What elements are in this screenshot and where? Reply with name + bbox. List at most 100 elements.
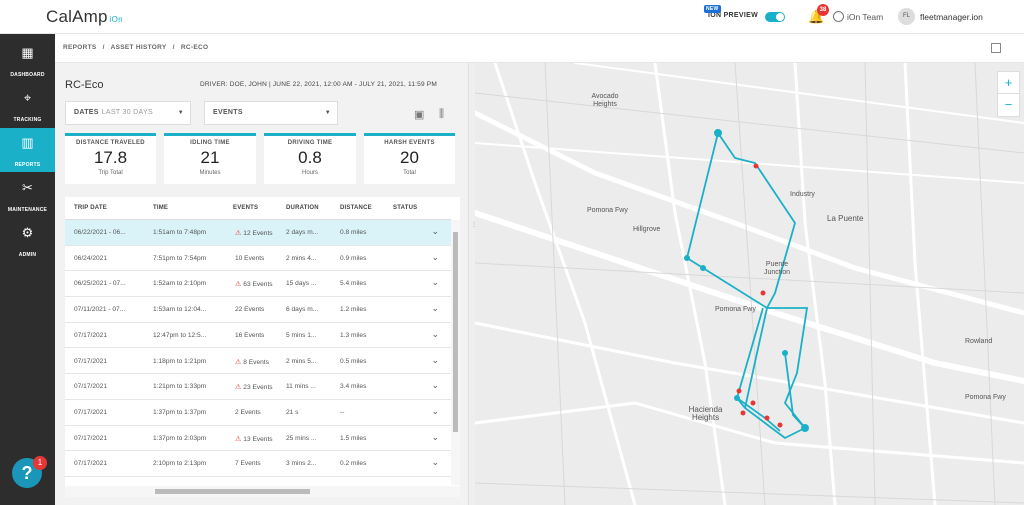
warning-icon: ⚠ <box>235 281 242 289</box>
expand-row-chevron-icon[interactable]: ⌄ <box>431 226 439 236</box>
cell-events: 16 Events <box>235 331 265 339</box>
cell-duration: 25 mins ... <box>286 434 317 442</box>
expand-row-chevron-icon[interactable]: ⌄ <box>431 431 439 442</box>
table-row[interactable]: 07/17/2021 2:10pm to 2:13pm 7 Events 3 mins… <box>65 451 451 477</box>
breadcrumb: REPORTS / ASSET HISTORY / RC-ECO <box>63 44 209 51</box>
username[interactable]: fleetmanager.ion <box>920 12 983 22</box>
cell-duration: 3 mins 2... <box>286 460 317 468</box>
column-duration[interactable]: DURATION <box>286 205 319 211</box>
events-dropdown[interactable]: EVENTS ▼ <box>204 101 338 125</box>
expand-row-chevron-icon[interactable]: ⌄ <box>431 380 439 391</box>
cell-date: 06/22/2021 - 06... <box>74 229 126 236</box>
map-label-hacienda-heights: Hacienda Heights <box>688 405 723 422</box>
expand-row-chevron-icon[interactable]: ⌄ <box>431 251 439 262</box>
breadcrumb-reports[interactable]: REPORTS <box>63 44 97 51</box>
table-row[interactable]: 07/17/2021 1:21pm to 1:33pm ⚠ 23 Events 11 m… <box>65 374 451 400</box>
help-badge: 1 <box>33 456 47 470</box>
breadcrumb-asset-history[interactable]: ASSET HISTORY <box>110 44 167 51</box>
event-marker <box>750 400 756 406</box>
cell-time: 1:51am to 7:48pm <box>153 229 207 236</box>
map-label-pomona-fwy: Pomona Fwy <box>965 394 1006 401</box>
sidebar-item-tracking[interactable]: ⌖ TRACKING <box>0 83 55 127</box>
cell-events: 22 Events <box>235 306 265 314</box>
column-distance[interactable]: DISTANCE <box>340 205 372 211</box>
drag-handle-icon: ⋮ <box>471 222 477 228</box>
map-label-rowland: Rowland <box>965 338 993 345</box>
cell-date: 07/17/2021 <box>74 460 108 468</box>
sidebar-item-reports[interactable]: ▥ REPORTS <box>0 128 55 172</box>
columns-icon[interactable]: ⫼ <box>439 108 445 120</box>
table-row[interactable]: 07/11/2021 - 07... 1:53am to 12:04... 22 E… <box>65 297 451 323</box>
stat-card-idling: IDLING TIME 21 Minutes <box>164 133 256 184</box>
expand-row-chevron-icon[interactable]: ⌄ <box>431 354 439 365</box>
team-icon[interactable] <box>833 11 844 22</box>
table-row[interactable]: 06/22/2021 - 06... 1:51am to 7:48pm ⚠ 12 Ev… <box>65 220 451 246</box>
cell-events: 7 Events <box>235 460 261 468</box>
event-marker <box>736 388 742 394</box>
cell-time: 1:53am to 12:04... <box>153 306 207 314</box>
external-link-icon[interactable] <box>991 43 1001 53</box>
map-view[interactable]: Avocado Heights Industry La Puente Hillg… <box>475 63 1024 505</box>
sidebar-item-maintenance[interactable]: ✂ MAINTENANCE <box>0 173 55 217</box>
table-row[interactable]: 07/17/2021 1:37pm to 2:03pm ⚠ 13 Events 25 m… <box>65 426 451 452</box>
cell-time: 2:10pm to 2:13pm <box>153 460 207 468</box>
table-row[interactable]: 07/17/2021 1:18pm to 1:21pm ⚠ 8 Events 2 min… <box>65 349 451 375</box>
column-events[interactable]: EVENTS <box>233 205 259 211</box>
sidebar-item-admin[interactable]: ⚙ ADMIN <box>0 218 55 262</box>
cell-duration: 2 mins 4... <box>286 254 317 262</box>
map-label-puente-junction: Puente Junction <box>763 261 791 276</box>
cell-events: ⚠ 23 Events <box>235 384 273 392</box>
sidebar-item-dashboard[interactable]: ▦ DASHBOARD <box>0 38 55 82</box>
cell-date: 07/17/2021 <box>74 408 108 416</box>
expand-row-chevron-icon[interactable]: ⌄ <box>431 457 439 468</box>
road <box>475 401 1024 465</box>
table-row[interactable]: 07/17/2021 1:37pm to 1:37pm 2 Events 21 s --… <box>65 400 451 426</box>
calamp-logo[interactable]: CalAmp iOn <box>46 7 123 26</box>
harsh-event-markers[interactable] <box>736 163 783 428</box>
map-label-la-puente: La Puente <box>827 214 864 223</box>
map-canvas <box>475 63 1024 505</box>
zoom-in-button[interactable]: + <box>998 72 1019 94</box>
team-name[interactable]: iOn Team <box>847 12 884 22</box>
warning-icon: ⚠ <box>235 358 242 366</box>
trips-table: TRIP DATE TIME EVENTS DURATION DISTANCE … <box>65 197 460 497</box>
ion-preview-toggle[interactable] <box>765 12 785 22</box>
expand-row-chevron-icon[interactable]: ⌄ <box>431 303 439 314</box>
cell-time: 1:21pm to 1:33pm <box>153 383 207 391</box>
map-label-pomona-fwy: Pomona Fwy <box>715 306 756 313</box>
chevron-down-icon: ▼ <box>177 110 184 116</box>
cell-distance: 0.9 miles <box>340 254 367 262</box>
trip-route[interactable] <box>685 132 809 440</box>
dates-dropdown[interactable]: DATES LAST 30 DAYS ▼ <box>65 101 191 125</box>
expand-row-chevron-icon[interactable]: ⌄ <box>431 328 439 339</box>
horizontal-scrollbar[interactable] <box>65 486 460 497</box>
cell-duration: 21 s <box>286 408 299 416</box>
cell-events: ⚠ 8 Events <box>235 358 269 366</box>
route-end-marker <box>801 424 809 432</box>
reports-icon: ▥ <box>21 135 34 150</box>
ion-preview-label: NEW iON PREVIEW <box>704 5 758 19</box>
gear-icon: ⚙ <box>21 225 34 240</box>
column-trip-date[interactable]: TRIP DATE <box>74 205 107 211</box>
cell-distance: -- <box>340 408 345 416</box>
route-waypoint <box>782 350 788 356</box>
stat-card-driving: DRIVING TIME 0.8 Hours <box>264 133 356 184</box>
save-report-icon[interactable]: ▣ <box>414 109 425 121</box>
table-row[interactable]: 07/17/2021 12:47pm to 12:5... 16 Events 5 m… <box>65 323 451 349</box>
cell-events: ⚠ 13 Events <box>235 435 273 443</box>
expand-row-chevron-icon[interactable]: ⌄ <box>431 405 439 416</box>
road <box>574 63 1024 124</box>
user-avatar[interactable]: FL <box>898 8 915 25</box>
table-row[interactable]: 06/24/2021 7:51pm to 7:54pm 10 Events 2 min… <box>65 246 451 272</box>
pin-icon: ⌖ <box>23 90 32 105</box>
column-time[interactable]: TIME <box>153 205 169 211</box>
column-status[interactable]: STATUS <box>393 205 418 211</box>
expand-row-chevron-icon[interactable]: ⌄ <box>431 277 439 288</box>
cell-events: 10 Events <box>235 254 265 262</box>
panel-splitter[interactable]: ⋮ <box>468 63 477 505</box>
zoom-out-button[interactable]: − <box>1004 97 1013 112</box>
table-row[interactable]: 06/25/2021 - 07... 1:52am to 2:10pm ⚠ 63 Ev… <box>65 271 451 298</box>
zoom-control: + − <box>997 71 1020 117</box>
vertical-scrollbar[interactable] <box>451 220 460 485</box>
cell-date: 07/11/2021 - 07... <box>74 306 126 314</box>
